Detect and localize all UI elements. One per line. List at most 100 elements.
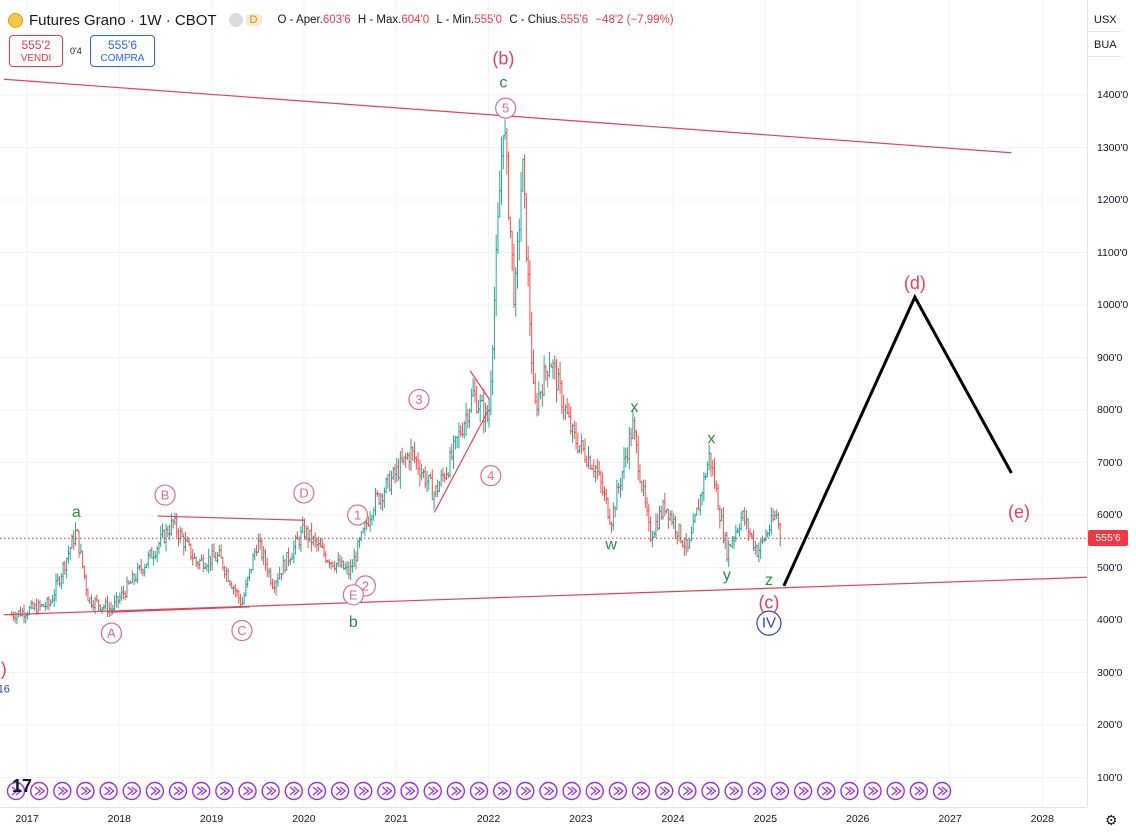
year-tick-label: 2017 [15, 813, 39, 825]
event-marker-arrow [914, 786, 925, 796]
event-marker-arrow [150, 786, 161, 796]
price-tick-label: 900'0 [1097, 351, 1123, 364]
wave-label: E [349, 587, 358, 602]
wave-label: w [604, 536, 617, 553]
year-tick-label: 2021 [384, 813, 408, 825]
wave-label-circle [231, 619, 253, 642]
wave-label: (c) [758, 593, 779, 613]
ohlc-close-value: 555'6 [560, 14, 589, 26]
event-marker-arrow [844, 786, 856, 796]
event-marker-arrow [636, 786, 648, 796]
price-chart[interactable]: (b) c 5 a B D A C 1 2Eb 3 4 x w x y z (c) IV (d) (e)) 16 [0, 0, 1087, 807]
tradingview-logo[interactable]: 17 [12, 776, 33, 796]
ohlc-readout: O - Aper.603'6 H - Max.604'0 L - Min.555… [278, 14, 678, 26]
event-marker-arrow [868, 786, 879, 796]
buy-button[interactable]: 555'6 COMPRA [90, 35, 155, 67]
event-marker-arrow [81, 786, 92, 796]
price-tick-label: 1100'0 [1097, 246, 1128, 259]
price-axis[interactable] [1087, 0, 1136, 807]
event-marker-arrow [173, 786, 185, 796]
event-marker-arrow [428, 786, 439, 796]
price-tick-label: 1300'0 [1097, 141, 1129, 154]
year-tick-label: 2026 [846, 813, 870, 825]
event-marker-arrow [520, 786, 532, 796]
wave-label: a [72, 504, 81, 521]
price-tick-label: 300'0 [1097, 666, 1123, 679]
wave-label: 16 [0, 683, 10, 695]
price-tick-label: 700'0 [1097, 456, 1123, 469]
sell-button[interactable]: 555'2 VENDI [9, 35, 63, 67]
price-tick-label: 1400'0 [1097, 89, 1129, 101]
wave-label: 3 [415, 392, 422, 407]
trendline-b-d-line [157, 515, 304, 521]
wave-label: D [299, 485, 308, 500]
wave-label: 5 [502, 101, 509, 116]
wave-label: 2 [362, 578, 369, 593]
trendline-diag-3 [469, 370, 491, 400]
event-marker-arrow [752, 786, 763, 796]
wave-label-circle [495, 97, 517, 119]
year-tick-label: 2020 [292, 813, 316, 825]
projection-path [782, 293, 1013, 587]
wave-label-circle [293, 482, 315, 504]
event-marker-arrow [127, 786, 138, 796]
price-tick-label: 1000'0 [1097, 299, 1129, 311]
year-tick-label: 2019 [199, 813, 224, 825]
price-tick-label: 200'0 [1097, 719, 1123, 731]
gear-icon[interactable]: ⚙ [1105, 812, 1118, 828]
ohlc-close-label: C - Chius. [509, 14, 561, 26]
event-marker-arrow [497, 786, 509, 796]
event-marker-arrow [57, 786, 69, 796]
year-tick-label: 2018 [107, 813, 131, 825]
unit-selector[interactable]: BUA [1088, 39, 1121, 57]
price-tick-label: 500'0 [1097, 561, 1123, 574]
event-marker-arrow [289, 786, 300, 796]
buy-price: 555'6 [108, 38, 137, 52]
buy-label: COMPRA [100, 53, 145, 64]
delayed-badge[interactable]: D [245, 14, 262, 26]
last-price-tag: 555'6 [1088, 530, 1128, 546]
time-axis[interactable] [0, 807, 1087, 832]
wave-label: x [630, 399, 638, 416]
event-marker-arrow [937, 786, 949, 796]
wave-label-circle [100, 622, 123, 644]
event-marker-arrow [798, 786, 810, 796]
price-tick-label: 800'0 [1097, 404, 1123, 416]
wave-label: x [707, 430, 715, 447]
trendline-diag-4 [433, 409, 490, 513]
event-marker-arrow [11, 786, 23, 796]
event-marker-arrow [381, 786, 393, 796]
trendline-lower [3, 576, 1087, 616]
event-marker-arrow [219, 786, 231, 796]
wave-label-circle [154, 484, 176, 506]
wave-label: B [161, 488, 170, 503]
currency-selector[interactable]: USX [1088, 14, 1121, 32]
ohlc-open-label: O - Aper. [277, 14, 323, 26]
candles-group [10, 119, 782, 625]
event-marker-arrow [682, 786, 694, 796]
symbol-title[interactable]: Futures Grano · 1W · CBOT [29, 11, 217, 29]
event-marker-arrow [821, 786, 833, 796]
event-marker-arrow [544, 786, 555, 796]
wave-label: 1 [354, 508, 361, 523]
event-marker-arrow [613, 786, 624, 796]
year-tick-label: 2023 [569, 813, 593, 825]
wave-label: z [765, 572, 773, 589]
event-marker-arrow [706, 786, 717, 796]
year-tick-label: 2022 [476, 813, 501, 825]
wave-label-circle [480, 465, 502, 487]
wave-label: C [237, 623, 246, 638]
event-marker-arrow [891, 786, 902, 796]
sell-price: 555'2 [21, 38, 51, 52]
event-marker-arrow [34, 786, 46, 796]
wave-label: y [723, 567, 731, 584]
event-marker-arrow [451, 786, 462, 796]
wave-label: ) [1, 659, 7, 679]
wave-label: A [107, 626, 116, 641]
status-dot-icon [228, 13, 243, 27]
price-tick-label: 100'0 [1097, 771, 1123, 784]
event-marker-arrow [266, 786, 277, 796]
grain-coin-icon [8, 12, 23, 28]
event-marker-arrow [474, 786, 486, 796]
